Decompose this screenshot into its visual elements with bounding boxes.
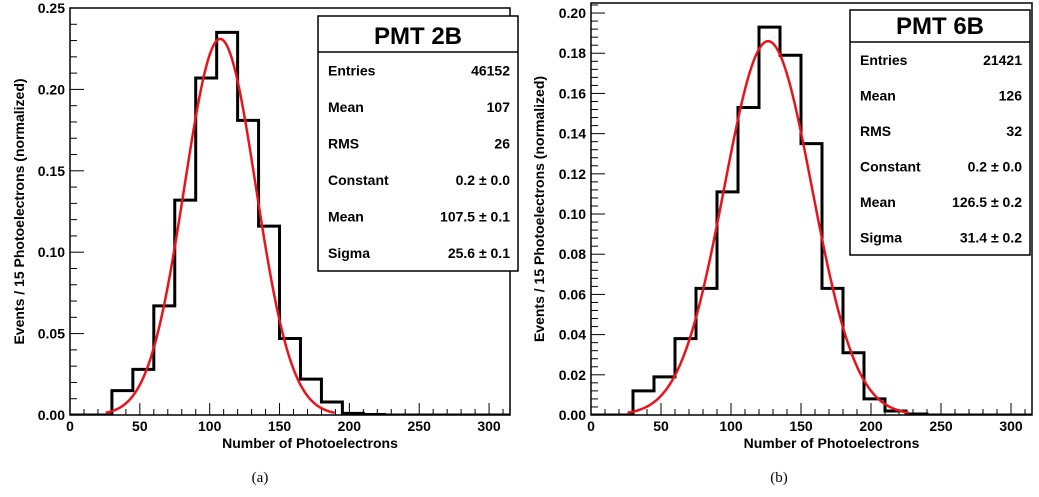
x-tick-label: 250 <box>408 418 432 434</box>
stats-row-value: 107.5 ± 0.1 <box>440 208 510 224</box>
y-tick-label: 0.10 <box>38 244 65 260</box>
stats-box: PMT 6B Entries 21421 Mean 126 RMS 32 Constant 0.… <box>850 10 1030 255</box>
y-tick-label: 0.00 <box>559 407 586 423</box>
x-tick-label: 50 <box>653 418 669 434</box>
stats-row-value: 126.5 ± 0.2 <box>952 194 1022 210</box>
stats-row-label: Entries <box>860 52 908 68</box>
stats-box: PMT 2B Entries 46152 Mean 107 RMS 26 Constant 0.… <box>318 16 518 271</box>
stats-row-label: Mean <box>328 208 364 224</box>
stats-row-value: 0.2 ± 0.0 <box>456 172 511 188</box>
x-tick-label: 300 <box>477 418 501 434</box>
panel-caption: (b) <box>770 470 788 486</box>
histogram-bin <box>759 27 780 415</box>
histogram-bin <box>217 32 238 415</box>
y-tick-label: 0.05 <box>38 326 65 342</box>
stats-row-value: 0.2 ± 0.0 <box>968 158 1023 174</box>
stats-row-value: 46152 <box>471 62 510 78</box>
stats-box-title: PMT 2B <box>374 23 462 50</box>
stats-row-label: Mean <box>860 87 896 103</box>
y-tick-label: 0.25 <box>38 0 65 16</box>
x-tick-label: 150 <box>789 418 813 434</box>
histogram-panel-b: 0 50 100 150 200 250 300 0.00 0.02 0.04 0.06 0.08 0.… <box>520 0 1039 492</box>
stats-row-value: 32 <box>1006 123 1022 139</box>
stats-row-value: 25.6 ± 0.1 <box>448 245 510 261</box>
stats-row-label: Mean <box>328 99 364 115</box>
histogram-bin <box>154 306 175 415</box>
x-tick-label: 100 <box>198 418 222 434</box>
y-tick-label: 0.02 <box>559 367 586 383</box>
y-tick-label: 0.14 <box>559 126 586 142</box>
x-tick-label: 0 <box>587 418 595 434</box>
y-tick-label: 0.20 <box>559 5 586 21</box>
stats-row-label: Constant <box>860 158 921 174</box>
stats-row-label: Sigma <box>860 229 902 245</box>
y-tick-label: 0.12 <box>559 166 586 182</box>
stats-row-label: Entries <box>328 62 376 78</box>
x-axis-title: Number of Photoelectrons <box>744 435 920 451</box>
stats-row-value: 31.4 ± 0.2 <box>960 229 1022 245</box>
stats-row-label: Constant <box>328 172 389 188</box>
stats-row-label: Sigma <box>328 245 370 261</box>
histogram-bin <box>822 288 843 415</box>
x-tick-label: 150 <box>268 418 292 434</box>
histogram-bin <box>780 55 801 415</box>
y-tick-label: 0.15 <box>38 163 65 179</box>
histogram-bin <box>196 78 217 415</box>
y-tick-label: 0.10 <box>559 206 586 222</box>
y-tick-label: 0.08 <box>559 246 586 262</box>
panel-caption: (a) <box>252 470 269 486</box>
stats-row-label: Mean <box>860 194 896 210</box>
y-tick-label: 0.18 <box>559 45 586 61</box>
y-axis-title: Events / 15 Photoelectrons (normalized) <box>531 76 547 342</box>
histogram-chart-a: 0 50 100 150 200 250 300 0.00 0.05 0.10 0.15 0.20 0.… <box>0 0 520 492</box>
x-tick-label: 200 <box>338 418 362 434</box>
x-tick-label: 0 <box>66 418 74 434</box>
y-tick-label: 0.00 <box>38 407 65 423</box>
y-axis-title: Events / 15 Photoelectrons (normalized) <box>11 78 27 344</box>
histogram-panel-a: 0 50 100 150 200 250 300 0.00 0.05 0.10 0.15 0.20 0.… <box>0 0 520 492</box>
histogram-bin <box>717 192 738 415</box>
x-tick-label: 300 <box>999 418 1023 434</box>
histogram-bin <box>738 108 759 415</box>
y-tick-label: 0.04 <box>559 327 586 343</box>
x-tick-label: 50 <box>132 418 148 434</box>
stats-box-title: PMT 6B <box>896 13 984 40</box>
y-tick-label: 0.20 <box>38 81 65 97</box>
y-tick-label: 0.16 <box>559 85 586 101</box>
y-tick-label: 0.06 <box>559 286 586 302</box>
histogram-bin <box>259 226 280 415</box>
stats-row-label: RMS <box>860 123 891 139</box>
stats-row-value: 126 <box>999 87 1023 103</box>
stats-row-value: 26 <box>494 135 510 151</box>
stats-row-label: RMS <box>328 135 359 151</box>
stats-row-value: 107 <box>487 99 511 115</box>
histogram-bin <box>300 379 321 415</box>
x-tick-label: 250 <box>929 418 953 434</box>
histogram-bin <box>843 353 864 415</box>
histogram-chart-b: 0 50 100 150 200 250 300 0.00 0.02 0.04 0.06 0.08 0.… <box>520 0 1039 492</box>
histogram-bin <box>238 120 259 415</box>
x-axis-title: Number of Photoelectrons <box>222 435 398 451</box>
stats-row-value: 21421 <box>983 52 1022 68</box>
x-tick-label: 200 <box>859 418 883 434</box>
x-tick-label: 100 <box>719 418 743 434</box>
